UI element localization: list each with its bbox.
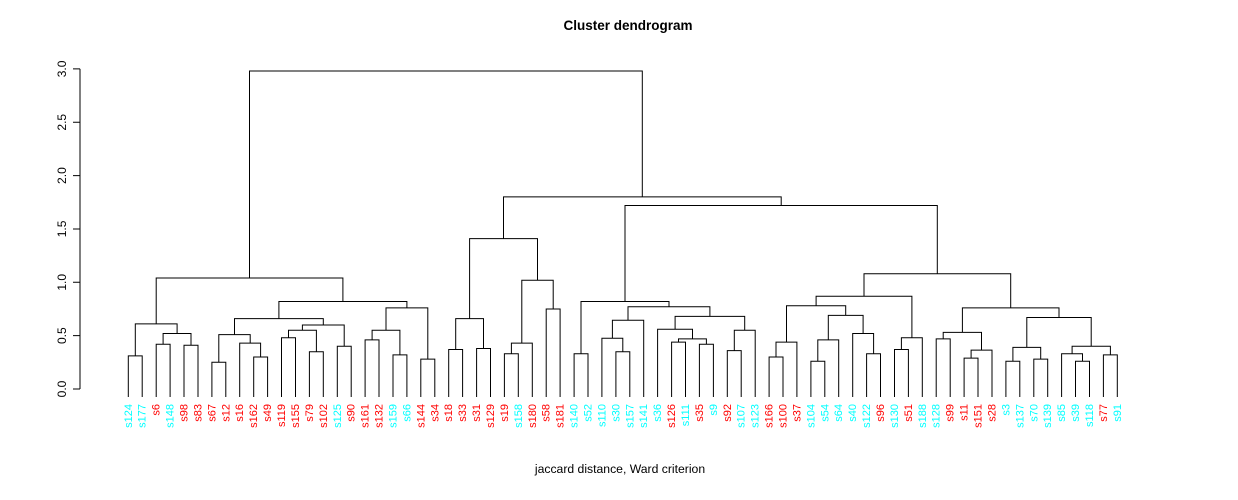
leaf-label: s155: [290, 404, 302, 428]
leaf-label: s3: [1000, 404, 1012, 416]
leaf-label: s124: [123, 404, 135, 428]
y-tick-label: 0.5: [55, 327, 69, 344]
leaf-label: s111: [680, 404, 692, 426]
leaf-label: s157: [624, 404, 636, 428]
leaf-label: s159: [387, 404, 399, 428]
leaf-label: s35: [694, 404, 706, 422]
leaf-label: s37: [791, 404, 803, 422]
leaf-label: s126: [666, 404, 678, 428]
leaf-label: s85: [1056, 404, 1068, 422]
leaf-label: s64: [833, 404, 845, 422]
leaf-label: s77: [1098, 404, 1110, 422]
y-tick-label: 3.0: [55, 60, 69, 77]
y-tick-label: 0.0: [55, 380, 69, 397]
leaf-label: s110: [596, 404, 608, 427]
leaf-label: s188: [917, 404, 929, 428]
leaf-label: s33: [457, 404, 469, 422]
y-tick-label: 2.0: [55, 167, 69, 184]
leaf-label: s148: [165, 404, 177, 428]
leaf-label: s91: [1112, 404, 1124, 422]
leaf-label: s118: [1084, 404, 1096, 427]
leaf-label: s34: [429, 404, 441, 422]
y-tick-label: 1.0: [55, 274, 69, 291]
leaf-label: s79: [304, 404, 316, 422]
y-tick-label: 2.5: [55, 114, 69, 131]
leaf-label: s36: [652, 404, 664, 422]
leaf-label: s177: [137, 404, 149, 428]
y-axis-line: [73, 68, 81, 390]
leaf-label: s158: [513, 404, 525, 428]
leaf-label: s66: [401, 404, 413, 422]
leaf-label: s119: [276, 404, 288, 427]
chart-subtitle: jaccard distance, Ward criterion: [534, 462, 705, 476]
leaf-label: s30: [610, 404, 622, 422]
y-axis: 0.0 0.5 1.0 1.5 2.0 2.5 3.0: [55, 60, 81, 397]
leaf-label: s58: [541, 404, 553, 422]
leaf-labels: s124 s177 s6 s148 s98 s83 s67 s12 s16 s162 s49 s119…: [123, 404, 1124, 428]
leaf-label: s125: [332, 404, 344, 428]
leaf-label: s123: [750, 404, 762, 428]
leaf-label: s151: [973, 404, 985, 428]
leaf-label: s18: [443, 404, 455, 422]
leaf-label: s52: [582, 404, 594, 422]
leaf-label: s19: [499, 404, 511, 422]
leaf-label: s129: [485, 404, 497, 428]
leaf-label: s139: [1042, 404, 1054, 428]
leaf-label: s70: [1028, 404, 1040, 422]
leaf-label: s181: [555, 404, 567, 428]
leaf-label: s162: [248, 404, 260, 428]
leaf-label: s180: [527, 404, 539, 428]
leaf-label: s9: [708, 404, 720, 416]
chart-title: Cluster dendrogram: [563, 18, 692, 33]
leaf-label: s98: [179, 404, 191, 422]
dendrogram-links: [127, 70, 1118, 397]
leaf-label: s104: [805, 404, 817, 428]
leaf-label: s140: [569, 404, 581, 428]
leaf-label: s96: [875, 404, 887, 422]
leaf-label: s144: [415, 404, 427, 428]
leaf-label: s90: [346, 404, 358, 422]
leaf-label: s99: [945, 404, 957, 422]
leaf-label: s161: [360, 404, 372, 428]
leaf-label: s40: [847, 404, 859, 422]
leaf-label: s39: [1070, 404, 1082, 422]
leaf-label: s67: [206, 404, 218, 422]
leaf-label: s16: [234, 404, 246, 422]
leaf-label: s11: [959, 404, 971, 421]
dendrogram-tree: [127, 70, 1118, 397]
leaf-label: s100: [778, 404, 790, 428]
leaf-label: s6: [151, 404, 163, 416]
leaf-label: s128: [931, 404, 943, 428]
leaf-label: s28: [986, 404, 998, 422]
leaf-label: s31: [471, 404, 483, 422]
leaf-label: s92: [722, 404, 734, 422]
leaf-label: s102: [318, 404, 330, 428]
leaf-label: s130: [889, 404, 901, 428]
leaf-label: s54: [819, 404, 831, 422]
leaf-label: s51: [903, 404, 915, 422]
leaf-label: s122: [861, 404, 873, 428]
leaf-label: s83: [192, 404, 204, 422]
leaf-label: s12: [220, 404, 232, 422]
leaf-label: s49: [262, 404, 274, 422]
leaf-label: s132: [374, 404, 386, 428]
y-tick-label: 1.5: [55, 220, 69, 237]
leaf-label: s166: [764, 404, 776, 428]
leaf-label: s141: [638, 404, 650, 428]
leaf-label: s137: [1014, 404, 1026, 428]
leaf-label: s107: [736, 404, 748, 428]
